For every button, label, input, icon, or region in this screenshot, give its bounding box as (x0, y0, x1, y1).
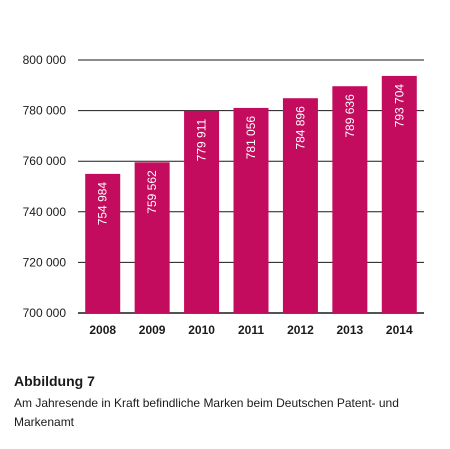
bar-value-label: 781 056 (244, 116, 258, 160)
y-tick-label: 800 000 (23, 53, 67, 67)
bar-2011 (233, 107, 269, 314)
figure-label: Abbildung 7 (14, 373, 95, 389)
x-tick-label: 2011 (238, 323, 264, 337)
x-tick-label: 2013 (337, 323, 364, 337)
bar-value-label: 759 562 (145, 170, 159, 214)
x-tick-label: 2010 (188, 323, 215, 337)
bar-2008 (85, 173, 121, 313)
x-tick-label: 2014 (386, 323, 413, 337)
y-tick-label: 780 000 (23, 104, 67, 118)
x-tick-label: 2008 (89, 323, 116, 337)
y-tick-label: 760 000 (23, 154, 67, 168)
bars: 754 984 759 562 779 911 781 056 784 896 789 6… (85, 75, 417, 314)
bar-value-label: 789 636 (343, 94, 357, 138)
x-tick-label: 2012 (287, 323, 314, 337)
figure-caption: Abbildung 7 Am Jahresende in Kraft befin… (14, 372, 439, 432)
bar-value-label: 754 984 (96, 182, 110, 226)
bar-2013 (332, 86, 368, 313)
figure-description: Am Jahresende in Kraft befindliche Marke… (14, 396, 399, 429)
bar-2012 (282, 98, 318, 313)
bar-2010 (184, 110, 220, 314)
x-axis-ticks: 2008 2009 2010 2011 2012 2013 2014 (89, 323, 413, 337)
y-tick-label: 700 000 (23, 306, 67, 320)
bar-value-label: 784 896 (293, 106, 307, 150)
bar-value-label: 793 704 (392, 84, 406, 128)
x-tick-label: 2009 (139, 323, 166, 337)
bar-2009 (134, 162, 170, 313)
y-axis-ticks: 700 000 720 000 740 000 760 000 780 000 800 0… (23, 53, 67, 320)
y-tick-label: 740 000 (23, 205, 67, 219)
y-tick-label: 720 000 (23, 255, 67, 269)
bar-value-label: 779 911 (195, 119, 209, 162)
bar-2014 (381, 75, 417, 313)
bar-chart: 700 000 720 000 740 000 760 000 780 000 800 0… (23, 53, 424, 337)
